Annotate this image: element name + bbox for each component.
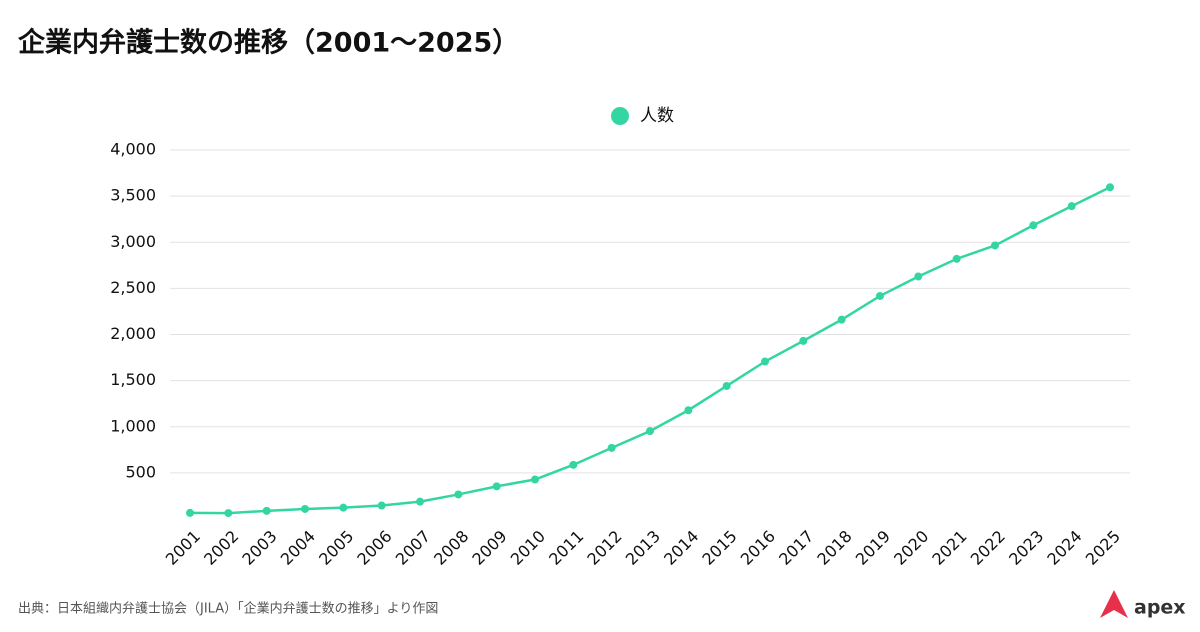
x-tick-label: 2016 — [737, 527, 779, 569]
data-point — [684, 406, 693, 415]
chart-title: 企業内弁護士数の推移（2001〜2025） — [18, 27, 519, 59]
x-tick-label: 2023 — [1005, 527, 1047, 569]
data-point — [914, 272, 923, 281]
x-tick-label: 2003 — [238, 527, 280, 569]
data-point — [991, 241, 999, 250]
y-tick-label: 1,000 — [110, 416, 156, 435]
x-tick-label: 2008 — [430, 527, 472, 569]
data-point — [531, 475, 539, 484]
data-point — [876, 291, 884, 300]
y-tick-label: 3,500 — [110, 186, 156, 205]
data-point — [377, 501, 386, 510]
data-point — [339, 503, 348, 512]
data-point — [646, 427, 654, 436]
data-point — [1106, 183, 1114, 192]
logo-mark — [1100, 590, 1128, 618]
data-point — [262, 506, 271, 515]
data-point — [416, 497, 424, 506]
x-tick-label: 2019 — [852, 527, 894, 569]
x-tick-label: 2014 — [660, 527, 702, 569]
y-tick-label: 4,000 — [110, 140, 156, 159]
x-tick-label: 2009 — [468, 527, 510, 569]
data-point — [799, 336, 808, 345]
x-tick-label: 2015 — [698, 527, 740, 569]
x-tick-label: 2025 — [1082, 527, 1124, 569]
y-tick-label: 2,000 — [110, 324, 156, 343]
y-tick-label: 3,000 — [110, 232, 156, 251]
x-tick-label: 2021 — [928, 527, 970, 569]
x-tick-label: 2002 — [200, 527, 242, 569]
data-point — [952, 254, 961, 263]
x-tick-label: 2013 — [622, 527, 664, 569]
legend-marker — [611, 107, 629, 125]
x-tick-label: 2001 — [162, 527, 204, 569]
x-tick-label: 2017 — [775, 527, 817, 569]
source-note: 出典：日本組織内弁護士協会（JILA）「企業内弁護士数の推移」より作図 — [18, 601, 438, 617]
data-point — [224, 509, 233, 518]
data-point — [301, 504, 309, 513]
data-point — [186, 508, 194, 517]
data-point — [1029, 221, 1038, 230]
y-tick-label: 500 — [125, 462, 156, 481]
logo: apex — [1134, 597, 1186, 619]
data-point — [722, 381, 731, 390]
legend-label: 人数 — [640, 106, 674, 126]
data-point — [1067, 202, 1076, 211]
x-tick-label: 2010 — [507, 527, 549, 569]
x-tick-label: 2011 — [545, 527, 587, 569]
data-point — [569, 460, 578, 469]
data-point — [492, 482, 501, 491]
x-tick-label: 2004 — [277, 527, 319, 569]
y-tick-label: 1,500 — [110, 370, 156, 389]
x-tick-label: 2012 — [583, 527, 625, 569]
x-tick-label: 2018 — [813, 527, 855, 569]
x-tick-label: 2005 — [315, 527, 357, 569]
x-tick-label: 2020 — [890, 527, 932, 569]
data-point — [761, 357, 769, 366]
x-tick-label: 2022 — [967, 527, 1009, 569]
y-tick-label: 2,500 — [110, 278, 156, 297]
x-tick-label: 2007 — [392, 527, 434, 569]
data-line — [189, 186, 1111, 515]
x-tick-label: 2024 — [1043, 527, 1085, 569]
data-point — [607, 443, 616, 452]
x-tick-label: 2006 — [353, 527, 395, 569]
data-point — [454, 490, 463, 499]
data-point — [837, 315, 846, 324]
